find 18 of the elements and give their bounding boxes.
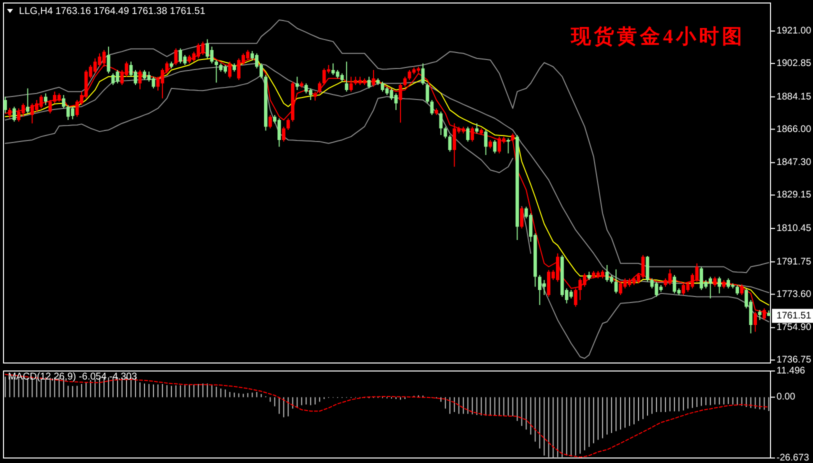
y-tick-label: 1902.85	[776, 58, 812, 69]
y-tick-label: 0.00	[776, 392, 796, 403]
y-tick-label: 11.496	[776, 366, 806, 376]
y-tick-label: 1736.75	[776, 354, 812, 366]
y-tick-label: 1773.60	[776, 288, 812, 300]
title: 现货黄金4小时图	[571, 26, 745, 48]
subtitle: LLG,H4 1763.16 1764.49 1761.38 1761.51	[19, 6, 206, 17]
annotation: 1761.51	[776, 310, 812, 322]
y-tick-label: 1810.45	[776, 222, 812, 234]
price-tag: 1761.51	[772, 308, 813, 323]
y-tick-label: 1866.00	[776, 124, 812, 135]
y-tick-label: 1829.15	[776, 190, 812, 201]
y-tick-label: 1921.00	[776, 26, 812, 37]
y-tick-label: 1754.90	[776, 322, 812, 334]
y-tick-label: 1847.30	[776, 157, 812, 168]
y-tick-label: 1791.75	[776, 256, 812, 268]
y-tick-label: 1884.15	[776, 91, 812, 102]
y-tick-label: -26.673	[776, 452, 810, 463]
